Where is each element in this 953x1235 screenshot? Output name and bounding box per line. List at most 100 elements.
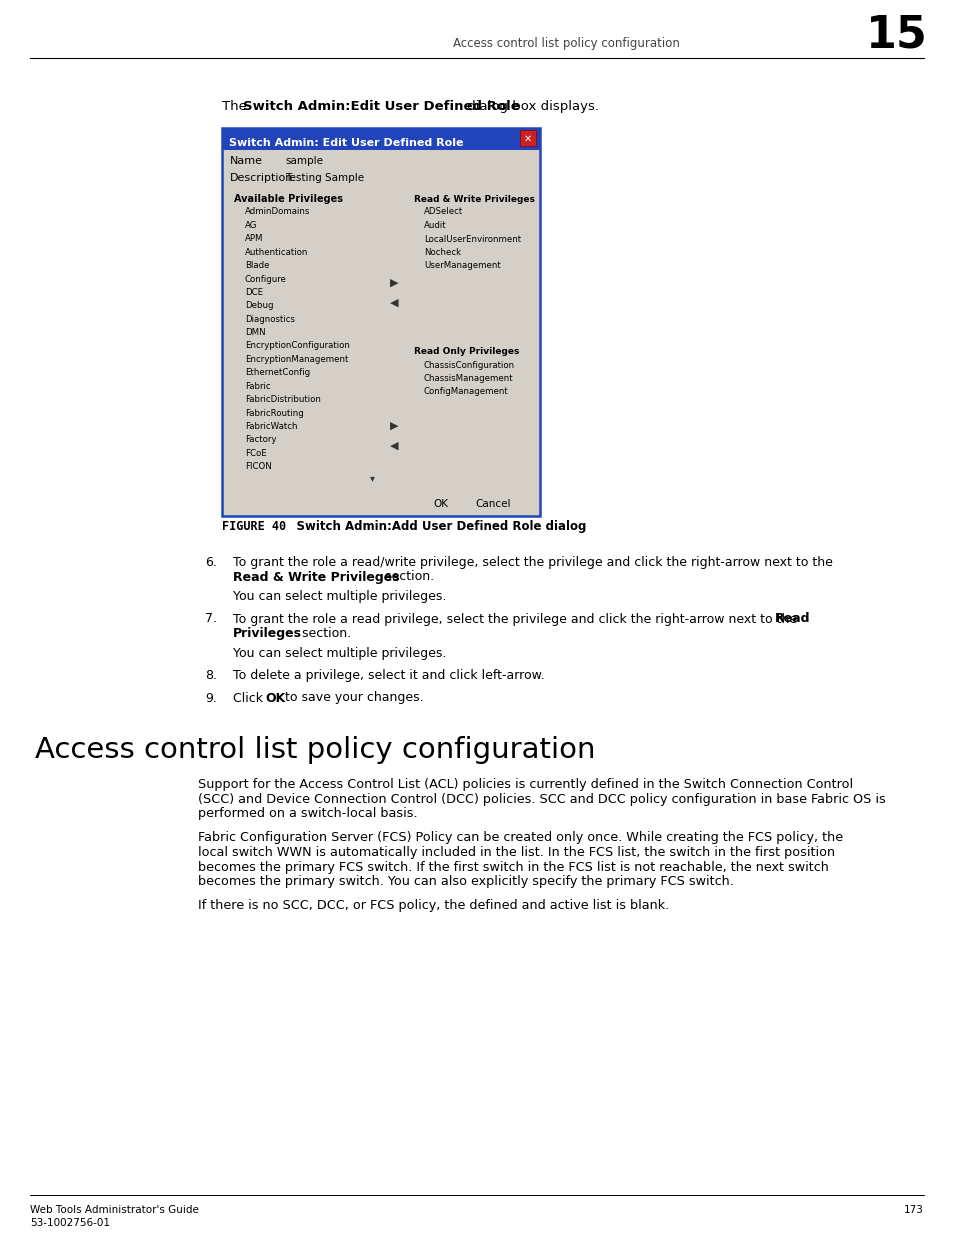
Polygon shape xyxy=(233,356,242,363)
Polygon shape xyxy=(413,262,420,270)
Bar xyxy=(230,190,377,483)
Text: If there is no SCC, DCC, or FCS policy, the defined and active list is blank.: If there is no SCC, DCC, or FCS policy, … xyxy=(198,899,669,913)
Bar xyxy=(382,416,405,432)
Text: section.: section. xyxy=(297,627,351,640)
Text: Switch Admin: Edit User Defined Role: Switch Admin: Edit User Defined Role xyxy=(229,138,463,148)
Bar xyxy=(410,343,535,357)
Text: OK: OK xyxy=(265,692,285,704)
Text: Testing Sample: Testing Sample xyxy=(285,173,364,183)
Text: 6.: 6. xyxy=(205,556,216,569)
Text: DCE: DCE xyxy=(245,288,263,296)
Polygon shape xyxy=(233,275,242,283)
Text: You can select multiple privileges.: You can select multiple privileges. xyxy=(233,590,446,603)
Text: To delete a privilege, select it and click left-arrow.: To delete a privilege, select it and cli… xyxy=(233,669,544,682)
Text: Web Tools Administrator's Guide: Web Tools Administrator's Guide xyxy=(30,1205,198,1215)
Bar xyxy=(467,494,518,510)
Text: ▾: ▾ xyxy=(369,473,374,483)
Text: Cancel: Cancel xyxy=(475,499,510,509)
Text: 15: 15 xyxy=(865,14,927,57)
Polygon shape xyxy=(233,422,242,431)
Bar xyxy=(410,343,535,466)
Text: FabricWatch: FabricWatch xyxy=(245,422,297,431)
Bar xyxy=(367,207,375,232)
Polygon shape xyxy=(413,235,420,243)
Bar xyxy=(382,436,405,452)
Text: Authentication: Authentication xyxy=(245,248,308,257)
Bar xyxy=(230,190,377,204)
Text: Support for the Access Control List (ACL) policies is currently defined in the S: Support for the Access Control List (ACL… xyxy=(198,778,852,790)
Bar xyxy=(411,205,534,332)
Text: to save your changes.: to save your changes. xyxy=(281,692,423,704)
Text: FIGURE 40: FIGURE 40 xyxy=(222,520,286,534)
Text: becomes the primary switch. You can also explicitly specify the primary FCS swit: becomes the primary switch. You can also… xyxy=(198,876,733,888)
Text: ▶: ▶ xyxy=(390,421,397,431)
Text: Debug: Debug xyxy=(245,301,274,310)
Text: Access control list policy configuration: Access control list policy configuration xyxy=(35,736,595,764)
Text: Fabric: Fabric xyxy=(245,382,271,390)
Polygon shape xyxy=(233,329,242,337)
Text: dialog box displays.: dialog box displays. xyxy=(462,100,598,112)
Polygon shape xyxy=(233,436,242,443)
Text: EncryptionManagement: EncryptionManagement xyxy=(245,354,348,364)
Text: (SCC) and Device Connection Control (DCC) policies. SCC and DCC policy configura: (SCC) and Device Connection Control (DCC… xyxy=(198,793,884,805)
Text: Fabric Configuration Server (FCS) Policy can be created only once. While creatin: Fabric Configuration Server (FCS) Policy… xyxy=(198,831,842,845)
Polygon shape xyxy=(413,221,420,230)
Text: To grant the role a read/write privilege, select the privilege and click the rig: To grant the role a read/write privilege… xyxy=(233,556,832,569)
Text: FabricDistribution: FabricDistribution xyxy=(245,395,320,404)
Bar xyxy=(282,152,535,167)
Polygon shape xyxy=(233,395,242,404)
Bar xyxy=(222,128,539,149)
Bar xyxy=(382,293,405,309)
Text: performed on a switch-local basis.: performed on a switch-local basis. xyxy=(198,806,417,820)
Text: FICON: FICON xyxy=(245,462,272,471)
Text: Access control list policy configuration: Access control list policy configuration xyxy=(453,37,679,51)
Text: UserManagement: UserManagement xyxy=(423,262,500,270)
Text: ConfigManagement: ConfigManagement xyxy=(423,388,508,396)
Text: becomes the primary FCS switch. If the first switch in the FCS list is not reach: becomes the primary FCS switch. If the f… xyxy=(198,861,828,873)
Polygon shape xyxy=(233,369,242,377)
Text: Read & Write Privileges: Read & Write Privileges xyxy=(233,571,399,583)
Text: FabricRouting: FabricRouting xyxy=(245,409,303,417)
Text: 9.: 9. xyxy=(205,692,216,704)
Text: LocalUserEnvironment: LocalUserEnvironment xyxy=(423,235,520,243)
Text: ChassisConfiguration: ChassisConfiguration xyxy=(423,361,515,369)
Text: Factory: Factory xyxy=(245,435,276,445)
Text: 53-1002756-01: 53-1002756-01 xyxy=(30,1218,110,1228)
Text: Blade: Blade xyxy=(245,261,269,270)
Text: Read Only Privileges: Read Only Privileges xyxy=(414,347,518,357)
Polygon shape xyxy=(233,262,242,269)
Bar xyxy=(231,205,365,482)
Bar xyxy=(519,130,536,146)
Bar xyxy=(222,128,539,516)
Text: ▶: ▶ xyxy=(390,278,397,288)
Text: Description: Description xyxy=(230,173,294,183)
Text: section.: section. xyxy=(380,571,434,583)
Polygon shape xyxy=(233,207,242,216)
Text: EncryptionConfiguration: EncryptionConfiguration xyxy=(245,342,350,351)
Text: sample: sample xyxy=(285,156,323,165)
Text: AdminDomains: AdminDomains xyxy=(245,207,310,216)
Bar xyxy=(382,273,405,289)
Polygon shape xyxy=(413,374,420,383)
Polygon shape xyxy=(413,388,420,396)
Polygon shape xyxy=(233,289,242,296)
Polygon shape xyxy=(413,361,420,369)
Polygon shape xyxy=(233,342,242,350)
Text: ChassisManagement: ChassisManagement xyxy=(423,374,513,383)
Text: Switch Admin:Edit User Defined Role: Switch Admin:Edit User Defined Role xyxy=(243,100,519,112)
Text: Click: Click xyxy=(233,692,267,704)
Text: APM: APM xyxy=(245,235,263,243)
Polygon shape xyxy=(233,301,242,310)
Polygon shape xyxy=(413,248,420,257)
Text: AG: AG xyxy=(245,221,257,230)
Text: The: The xyxy=(222,100,251,112)
Polygon shape xyxy=(233,248,242,256)
Bar xyxy=(410,190,535,333)
Text: Read: Read xyxy=(774,613,810,625)
Text: ◀: ◀ xyxy=(390,298,397,308)
Bar xyxy=(419,494,461,510)
Text: Name: Name xyxy=(230,156,263,165)
Polygon shape xyxy=(233,409,242,417)
Text: Configure: Configure xyxy=(245,274,287,284)
Polygon shape xyxy=(233,450,242,457)
